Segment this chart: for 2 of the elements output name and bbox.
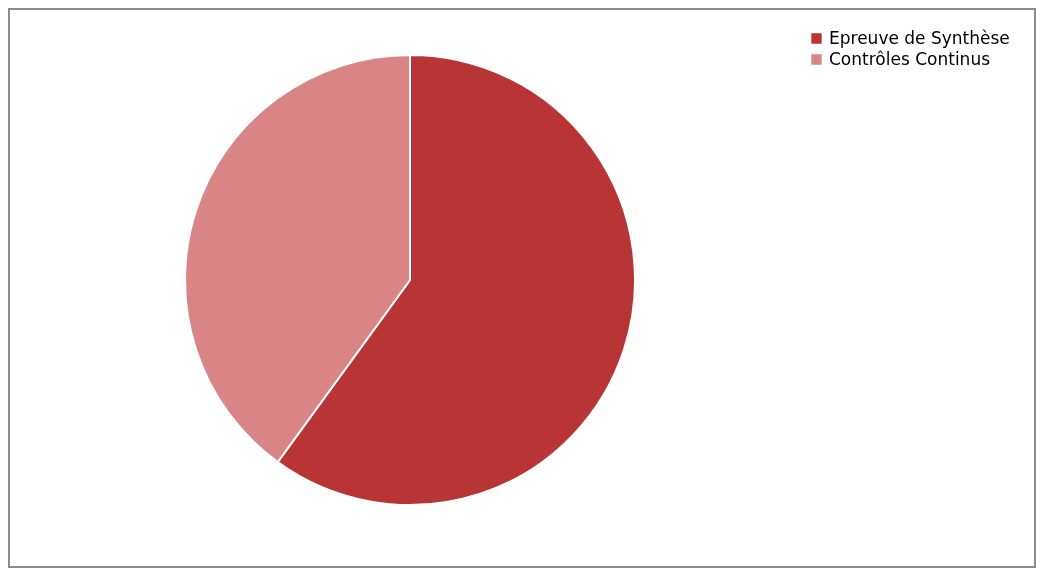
legend-label: Epreuve de Synthèse — [829, 27, 1010, 48]
legend-label: Contrôles Continus — [829, 48, 991, 69]
